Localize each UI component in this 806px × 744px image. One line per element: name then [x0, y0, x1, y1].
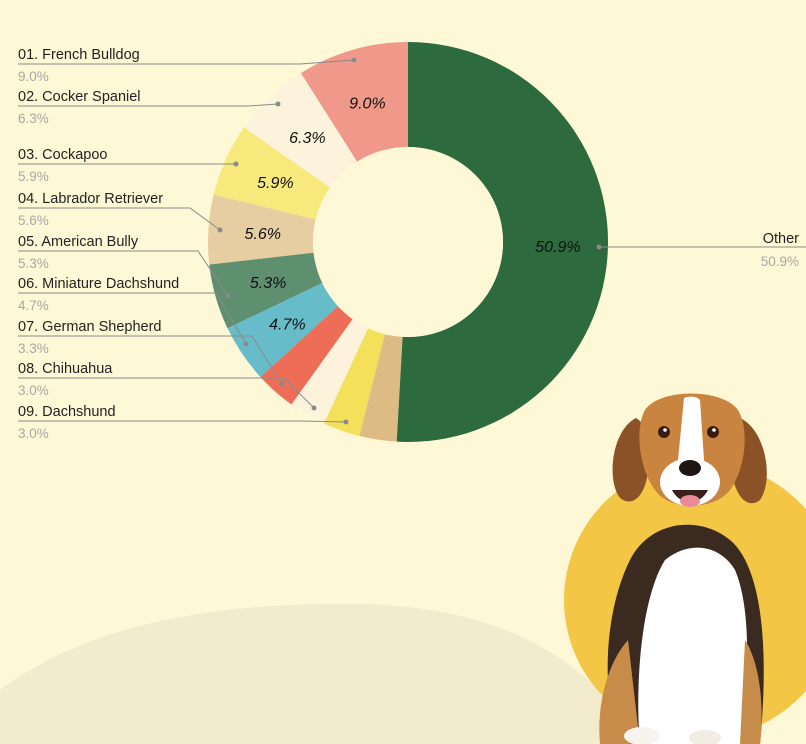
slice-value-label: 5.3% — [250, 275, 286, 292]
leader-dot — [351, 57, 357, 63]
legend-label: 05. American Bully — [18, 234, 139, 250]
legend-label: 02. Cocker Spaniel — [18, 89, 141, 105]
leader-line — [18, 377, 315, 409]
slice-cocker-spaniel — [244, 73, 358, 188]
slice-unlabeled — [359, 334, 403, 442]
leader-dot — [596, 244, 602, 250]
legend-value: 5.3% — [18, 256, 49, 271]
legend-value: 5.9% — [18, 169, 49, 184]
legend-value: 3.0% — [18, 383, 49, 398]
legend-label: 06. Miniature Dachshund — [18, 276, 179, 292]
slice-other — [396, 42, 609, 442]
leader-line — [18, 59, 355, 65]
beagle-illustration — [564, 393, 806, 744]
legend-value: 9.0% — [18, 69, 49, 84]
slice-cockapoo — [213, 127, 331, 220]
leader-line — [18, 335, 283, 385]
leader-line — [18, 420, 347, 423]
leader-line — [18, 207, 221, 231]
leader-dot — [275, 101, 281, 107]
leader-line — [18, 292, 247, 345]
leader-dot — [233, 161, 239, 167]
donut-chart — [208, 42, 609, 442]
slice-value-label: 5.9% — [257, 175, 293, 192]
leader-dot — [343, 419, 349, 425]
legend-label: 03. Cockapoo — [18, 147, 107, 163]
legend-label: 04. Labrador Retriever — [18, 191, 163, 207]
slice-american-bully — [209, 252, 323, 329]
leader-line — [18, 103, 279, 107]
slice-value-label: 9.0% — [349, 95, 385, 112]
slice-miniature-dachshund — [227, 282, 338, 378]
leader-dot — [279, 381, 285, 387]
legend-label: Other — [763, 231, 799, 247]
legend-label: 09. Dachshund — [18, 404, 116, 420]
chart-labels: 9.0% 6.3% 5.9% 5.6% 5.3% 4.7% 50.9% 01. French … — [18, 47, 806, 441]
legend-value: 5.6% — [18, 213, 49, 228]
slice-value-label: 5.6% — [245, 226, 281, 243]
legend-value: 50.9% — [761, 254, 799, 269]
slice-labrador-retriever — [208, 194, 316, 265]
leader-dot — [311, 405, 317, 411]
slice-value-label: 4.7% — [269, 316, 305, 333]
legend-value: 3.3% — [18, 341, 49, 356]
background-hill — [0, 603, 640, 744]
legend-value: 6.3% — [18, 111, 49, 126]
leader-dot — [217, 227, 223, 233]
beagle-dog-icon — [599, 393, 767, 744]
legend-label: 07. German Shepherd — [18, 319, 161, 335]
slice-french-bulldog — [300, 42, 408, 162]
legend-value: 4.7% — [18, 298, 49, 313]
slice-german-shepherd — [260, 306, 353, 405]
slice-chihuahua — [291, 319, 369, 424]
leader-dot — [243, 341, 249, 347]
legend-label: 01. French Bulldog — [18, 47, 140, 63]
slice-value-label: 6.3% — [289, 130, 325, 147]
slice-dachshund — [323, 328, 385, 437]
legend-label: 08. Chihuahua — [18, 361, 113, 377]
leader-dot — [225, 293, 231, 299]
leader-line — [18, 250, 229, 297]
slice-value-label: 50.9% — [535, 239, 580, 256]
legend-value: 3.0% — [18, 426, 49, 441]
donut-hole — [313, 147, 503, 337]
